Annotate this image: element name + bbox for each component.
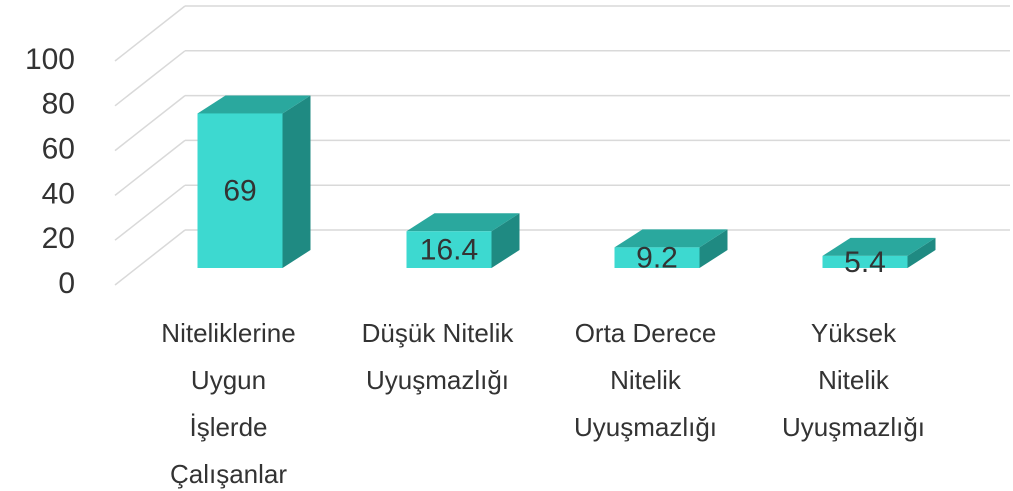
x-tick-label-line: Uyuşmazlığı — [573, 412, 718, 442]
x-tick-label: Niteliklerine Uygun İşlerde Çalışanlar — [126, 310, 331, 491]
bar — [406, 231, 492, 268]
value-label: 5.4 — [844, 246, 886, 279]
grid-line — [114, 5, 186, 62]
bar-side — [491, 213, 520, 268]
grid-line — [114, 50, 186, 107]
x-tick-label-line: Orta Derece — [574, 318, 717, 348]
bar-top — [406, 213, 520, 232]
x-tick-label: Yüksek Nitelik Uyuşmazlığı — [751, 310, 956, 451]
grid-line — [114, 229, 186, 286]
value-label: 16.4 — [420, 234, 478, 267]
y-tick-label: 100 — [25, 43, 75, 76]
x-tick-label-line: Çalışanlar — [169, 459, 288, 489]
x-tick-label-line: Nitelik — [818, 365, 889, 395]
bar-top — [822, 237, 936, 256]
bar-top — [197, 95, 311, 114]
bar-side — [699, 229, 728, 268]
bar-side — [907, 237, 936, 268]
y-tick-label: 40 — [42, 177, 75, 210]
x-tick-label-line: Nitelik — [610, 365, 681, 395]
x-tick-label-line: İşlerde — [189, 412, 268, 442]
x-tick-label-line: Uygun — [190, 365, 267, 395]
grid-line — [114, 139, 186, 196]
x-tick-label-line: Uyuşmazlığı — [365, 365, 510, 395]
y-tick-label: 0 — [58, 267, 75, 300]
y-tick-label: 80 — [42, 88, 75, 121]
y-tick-label: 20 — [42, 222, 75, 255]
grid-line — [114, 95, 186, 152]
value-label: 9.2 — [636, 242, 678, 275]
bar — [197, 113, 283, 268]
bar-top — [614, 229, 728, 248]
x-tick-label-line: Uyuşmazlığı — [781, 412, 926, 442]
bar-side — [282, 95, 311, 268]
x-tick-label: Düşük Nitelik Uyuşmazlığı — [335, 310, 540, 404]
bar — [822, 255, 908, 268]
x-tick-label-line: Niteliklerine — [161, 318, 296, 348]
bar — [614, 247, 700, 268]
value-label: 69 — [223, 175, 256, 208]
x-tick-label: Orta Derece Nitelik Uyuşmazlığı — [543, 310, 748, 451]
y-tick-label: 60 — [42, 133, 75, 166]
grid-line — [114, 184, 186, 241]
x-tick-label-line: Düşük Nitelik — [361, 318, 514, 348]
x-tick-label-line: Yüksek — [810, 318, 897, 348]
